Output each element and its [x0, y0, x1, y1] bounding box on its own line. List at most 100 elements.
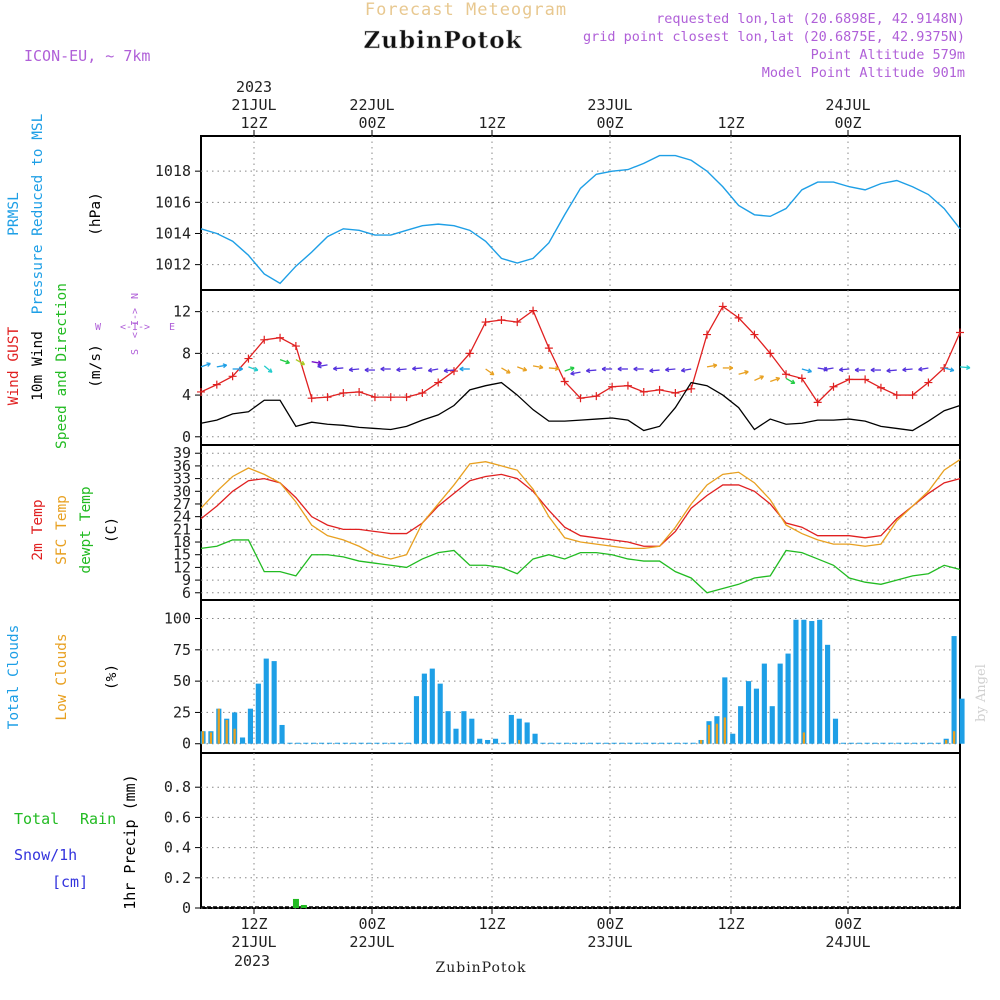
cloud-bar-total	[777, 663, 783, 744]
wind-arrow-head	[206, 362, 211, 367]
cloud-bar-total	[469, 718, 475, 744]
wind-arrow-head	[775, 376, 781, 382]
cloud-bar-total	[485, 739, 491, 744]
gust-marker	[608, 382, 617, 391]
cloud-bar-low	[945, 739, 948, 744]
gust-marker	[544, 344, 553, 353]
wind-arrow-head	[222, 363, 228, 369]
wind-arrow	[586, 369, 597, 372]
ytick-label: 1016	[155, 193, 191, 211]
wind-arrow	[785, 377, 796, 384]
wind-arrow-head	[364, 367, 369, 373]
bottom-day-label: 22JUL	[349, 933, 394, 951]
cloud-bar-low	[518, 739, 521, 744]
gust-marker	[655, 385, 664, 394]
requested-coords: requested lon,lat (20.6898E, 42.9148N)	[656, 11, 965, 27]
top-hour-label: 12Z	[240, 114, 267, 132]
gust-marker	[434, 378, 443, 387]
gust-marker	[370, 393, 379, 402]
wind-arrow	[918, 367, 929, 371]
wind-arrow-head	[649, 368, 654, 374]
gust-marker	[465, 349, 474, 358]
cloud-bar-total	[643, 742, 649, 744]
gust-marker	[481, 318, 490, 327]
wind-arrow-head	[585, 368, 591, 374]
cloud-bar-total	[342, 742, 348, 744]
wind-arrow	[902, 368, 913, 371]
gust-marker	[703, 330, 711, 339]
ytick-label: 1014	[155, 224, 191, 242]
axis-label: Total	[14, 810, 59, 828]
wind-arrow	[295, 359, 305, 366]
wind-arrow	[279, 359, 290, 364]
wind-arrow	[248, 366, 259, 371]
cloud-bar-total	[753, 688, 760, 744]
bottom-hour-label: 12Z	[478, 915, 505, 933]
wind-arrow	[681, 368, 692, 372]
cloud-bar-total	[817, 619, 823, 744]
cloud-bar-total	[311, 742, 317, 744]
point-altitude: Point Altitude 579m	[811, 47, 965, 63]
cloud-bar-total	[326, 742, 333, 744]
cloud-bar-low	[201, 731, 205, 744]
wind-arrow-head	[412, 366, 417, 372]
cloud-bar-total	[682, 742, 688, 744]
panel-frame-2	[200, 444, 961, 601]
gust-marker	[766, 349, 775, 358]
axis-label: 10m Wind	[30, 331, 46, 401]
series-dewpt-temp	[200, 539, 961, 594]
wind-arrow-head	[317, 360, 322, 366]
wind-arrow-head	[538, 364, 544, 370]
precip-bar	[292, 898, 299, 908]
wind-arrow	[959, 366, 971, 369]
wind-arrow	[216, 364, 227, 368]
wind-arrow-head	[522, 366, 528, 372]
gust-marker	[718, 302, 727, 311]
supertitle: Forecast Meteogram	[365, 0, 567, 20]
wind-compass: N <-I-> S W <-I-> E	[95, 293, 175, 355]
gust-marker	[687, 384, 696, 393]
ytick-label: 24	[173, 508, 191, 526]
top-day-label: 22JUL	[349, 96, 394, 114]
ytick-label: 33	[173, 470, 191, 488]
gust-marker	[671, 388, 680, 397]
cloud-bar-total	[832, 718, 839, 744]
cloud-bar-total	[951, 636, 957, 744]
cloud-bar-total	[477, 738, 483, 744]
ytick-label: 21	[173, 520, 191, 538]
cloud-bar-low	[715, 723, 719, 744]
wind-arrow-head	[633, 366, 638, 372]
ytick-label: 15	[173, 546, 191, 564]
wind-arrow-head	[680, 367, 686, 373]
gust-marker	[197, 387, 205, 396]
axis-label: (C)	[104, 517, 120, 543]
cloud-bar-total	[382, 742, 388, 744]
gust-marker	[560, 377, 569, 386]
cloud-bar-total	[556, 742, 562, 744]
wind-arrow	[564, 367, 575, 372]
wind-arrow-head	[443, 368, 448, 374]
gust-marker	[592, 392, 601, 401]
cloud-bar-total	[532, 733, 538, 744]
cloud-bar-total	[579, 742, 586, 744]
series-sfc-temp	[200, 459, 961, 560]
wind-arrow-head	[728, 365, 734, 371]
gust-marker	[876, 383, 885, 392]
series-10m-wind	[200, 381, 961, 432]
axis-label: (m/s)	[88, 344, 104, 388]
wind-arrow	[396, 368, 407, 371]
cloud-bar-total	[888, 742, 894, 744]
gust-marker	[623, 381, 632, 390]
footer-station: ZubinPotok	[435, 960, 526, 976]
ytick-label: 1012	[155, 256, 191, 274]
precip-bar	[300, 904, 307, 908]
wind-arrow-head	[790, 379, 796, 385]
model-altitude: Model Point Altitude 901m	[762, 65, 965, 81]
wind-arrow-head	[396, 367, 401, 373]
cloud-bar-total	[405, 742, 412, 744]
axis-label: Low Clouds	[54, 633, 70, 720]
gust-marker	[339, 388, 348, 397]
bottom-hour-label: 00Z	[596, 915, 623, 933]
cloud-bar-total	[809, 621, 815, 744]
cloud-bar-total	[247, 708, 254, 744]
